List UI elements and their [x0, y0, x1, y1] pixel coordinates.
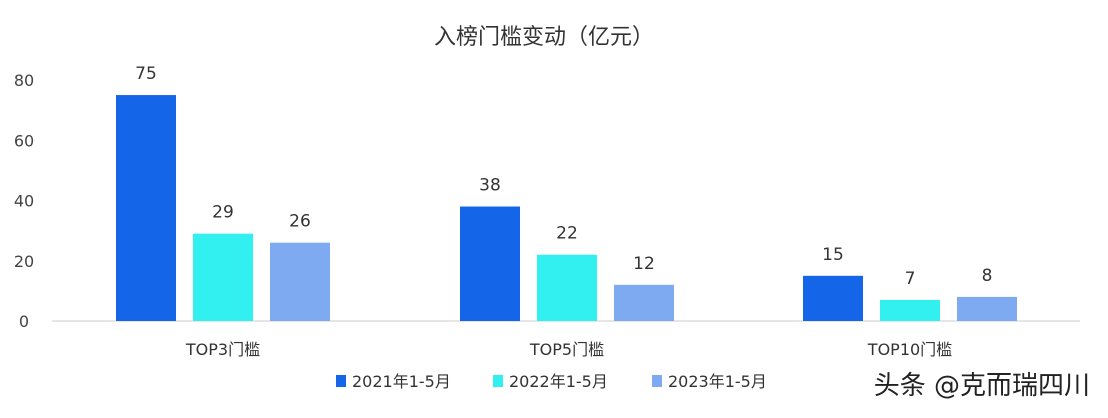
bar-1-2: [193, 233, 253, 321]
y-tick-label: 60: [14, 131, 34, 150]
bar-1-3: [270, 242, 330, 321]
data-label: 75: [135, 64, 157, 84]
data-label: 22: [556, 224, 578, 244]
x-axis-categories: TOP3门槛 TOP5门槛 TOP10门槛: [185, 340, 952, 359]
bar-1-1: [116, 95, 176, 321]
y-axis: 0 20 40 60 80: [14, 71, 34, 331]
chart-title: 入榜门槛变动（亿元）: [434, 25, 654, 50]
data-label: 26: [289, 212, 311, 232]
category-label: TOP5门槛: [529, 340, 604, 359]
legend-label: 2021年1-5月: [352, 372, 451, 391]
bar-3-2: [880, 299, 940, 321]
data-label: 15: [822, 245, 844, 265]
y-tick-label: 40: [14, 192, 34, 211]
watermark: 头条 @克而瑞四川: [873, 371, 1090, 401]
y-tick-label: 80: [14, 71, 34, 90]
bar-2-3: [614, 284, 674, 321]
legend-swatch: [336, 375, 346, 387]
data-label: 8: [982, 266, 993, 286]
y-tick-label: 20: [14, 252, 34, 271]
legend: 2021年1-5月 2022年1-5月 2023年1-5月: [336, 372, 767, 391]
legend-label: 2022年1-5月: [509, 372, 608, 391]
bar-3-1: [803, 275, 863, 321]
category-label: TOP10门槛: [867, 340, 952, 359]
bar-2-1: [460, 206, 520, 321]
category-label: TOP3门槛: [185, 340, 260, 359]
legend-swatch: [493, 375, 503, 387]
data-label: 29: [212, 203, 234, 223]
bar-3-3: [957, 296, 1017, 321]
data-label: 7: [905, 269, 916, 289]
legend-label: 2023年1-5月: [668, 372, 767, 391]
y-tick-label: 0: [19, 312, 29, 331]
legend-swatch: [652, 375, 662, 387]
data-label: 38: [479, 176, 501, 196]
bar-2-2: [537, 254, 597, 321]
data-label: 12: [633, 254, 655, 274]
bars-group: 75 29 26 38 22 12 15 7 8: [116, 64, 1017, 321]
